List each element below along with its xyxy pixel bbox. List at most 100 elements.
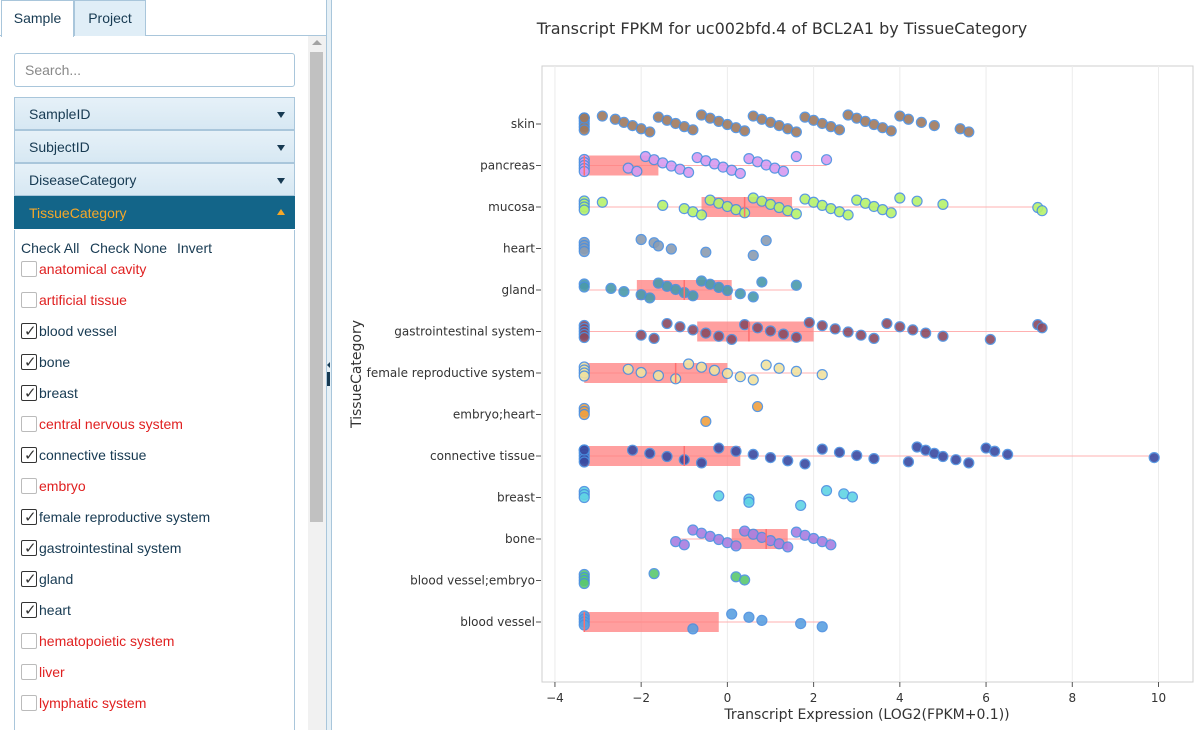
data-point[interactable]: [734, 167, 746, 180]
invert-link[interactable]: Invert: [177, 240, 213, 256]
data-point[interactable]: [851, 449, 863, 462]
data-point[interactable]: [950, 454, 962, 466]
data-point[interactable]: [773, 362, 785, 374]
data-point[interactable]: [902, 113, 915, 125]
data-point[interactable]: [726, 333, 738, 346]
data-point[interactable]: [760, 359, 772, 371]
data-point[interactable]: [756, 276, 768, 288]
collapse-arrow-icon[interactable]: [327, 362, 330, 368]
data-point[interactable]: [682, 358, 695, 370]
data-point[interactable]: [764, 451, 777, 464]
data-point[interactable]: [816, 368, 828, 381]
data-point[interactable]: [833, 124, 846, 136]
data-point[interactable]: [739, 574, 751, 586]
data-point[interactable]: [578, 577, 590, 590]
data-point[interactable]: [833, 446, 846, 458]
data-point[interactable]: [790, 365, 802, 378]
data-point[interactable]: [747, 249, 759, 261]
data-point[interactable]: [795, 617, 807, 630]
check-all-link[interactable]: Check All: [21, 240, 80, 256]
data-point[interactable]: [652, 370, 665, 382]
data-point[interactable]: [743, 496, 755, 508]
accordion-tissuecategory[interactable]: TissueCategory: [14, 196, 295, 229]
data-point[interactable]: [915, 116, 927, 129]
data-point[interactable]: [928, 119, 940, 132]
data-point[interactable]: [820, 154, 833, 166]
data-point[interactable]: [820, 485, 833, 497]
scroll-up-arrow-icon[interactable]: [312, 40, 322, 45]
data-point[interactable]: [578, 245, 590, 258]
data-point[interactable]: [868, 453, 880, 465]
data-point[interactable]: [713, 330, 725, 342]
checkbox-unchecked[interactable]: [21, 695, 37, 711]
check-none-link[interactable]: Check None: [90, 240, 168, 256]
data-point[interactable]: [795, 499, 807, 512]
data-point[interactable]: [885, 207, 897, 219]
data-point[interactable]: [885, 125, 897, 137]
data-point[interactable]: [657, 199, 669, 212]
panel-scrollbar[interactable]: [308, 36, 326, 730]
data-point[interactable]: [687, 623, 699, 635]
data-point[interactable]: [868, 332, 880, 344]
data-point[interactable]: [682, 166, 695, 178]
scroll-thumb[interactable]: [310, 52, 323, 522]
data-point[interactable]: [760, 234, 772, 247]
data-point[interactable]: [713, 442, 725, 454]
data-point[interactable]: [578, 124, 590, 136]
data-point[interactable]: [635, 329, 647, 341]
data-point[interactable]: [911, 195, 923, 207]
data-point[interactable]: [790, 126, 802, 138]
data-point[interactable]: [713, 490, 725, 502]
data-point[interactable]: [695, 457, 708, 469]
data-point[interactable]: [816, 443, 828, 455]
data-point[interactable]: [743, 611, 755, 623]
data-point[interactable]: [708, 364, 721, 376]
splitter-handle[interactable]: [327, 372, 330, 386]
data-point[interactable]: [790, 331, 802, 343]
data-point[interactable]: [687, 324, 699, 336]
data-point[interactable]: [747, 448, 759, 461]
data-point[interactable]: [721, 284, 733, 297]
data-point[interactable]: [678, 539, 690, 551]
data-point[interactable]: [661, 450, 673, 463]
data-point[interactable]: [605, 282, 617, 295]
checkbox-unchecked[interactable]: [21, 633, 37, 649]
data-point[interactable]: [751, 400, 764, 413]
data-point[interactable]: [782, 541, 794, 553]
checkbox-checked[interactable]: [21, 446, 37, 464]
data-point[interactable]: [855, 329, 867, 341]
data-point[interactable]: [726, 608, 738, 620]
data-point[interactable]: [665, 243, 677, 255]
data-point[interactable]: [816, 621, 828, 633]
data-point[interactable]: [777, 165, 790, 177]
data-point[interactable]: [578, 281, 590, 293]
data-point[interactable]: [578, 456, 590, 468]
accordion-subjectid[interactable]: SubjectID: [14, 130, 295, 163]
data-point[interactable]: [596, 110, 608, 122]
data-point[interactable]: [596, 196, 608, 208]
data-point[interactable]: [963, 457, 975, 469]
data-point[interactable]: [739, 319, 751, 331]
tab-sample[interactable]: Sample: [1, 0, 74, 37]
data-point[interactable]: [618, 285, 630, 298]
data-point[interactable]: [687, 124, 699, 136]
data-point[interactable]: [920, 327, 932, 339]
data-point[interactable]: [631, 165, 643, 177]
checkbox-checked[interactable]: [21, 384, 37, 402]
data-point[interactable]: [578, 408, 590, 421]
data-point[interactable]: [1036, 205, 1048, 217]
data-point[interactable]: [648, 568, 660, 580]
data-point[interactable]: [846, 491, 859, 503]
data-point[interactable]: [734, 288, 746, 300]
data-point[interactable]: [764, 325, 777, 337]
data-point[interactable]: [984, 333, 996, 346]
checkbox-unchecked[interactable]: [21, 664, 37, 680]
data-point[interactable]: [730, 540, 742, 552]
data-point[interactable]: [578, 370, 590, 382]
data-point[interactable]: [1002, 448, 1014, 461]
data-point[interactable]: [937, 198, 949, 210]
checkbox-unchecked[interactable]: [21, 478, 37, 494]
data-point[interactable]: [695, 209, 708, 221]
data-point[interactable]: [622, 363, 634, 375]
data-point[interactable]: [687, 290, 699, 302]
